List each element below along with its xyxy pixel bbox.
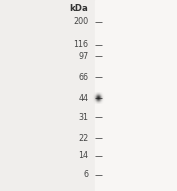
Text: 116: 116 (73, 40, 88, 49)
Text: kDa: kDa (70, 4, 88, 13)
Text: 44: 44 (79, 94, 88, 103)
Text: 31: 31 (79, 113, 88, 122)
Text: 6: 6 (84, 170, 88, 179)
Text: 14: 14 (79, 151, 88, 160)
Bar (95, 0, 177, 191)
Text: 97: 97 (78, 52, 88, 61)
Text: 22: 22 (78, 134, 88, 143)
Text: 66: 66 (79, 73, 88, 82)
Text: 200: 200 (73, 17, 88, 27)
